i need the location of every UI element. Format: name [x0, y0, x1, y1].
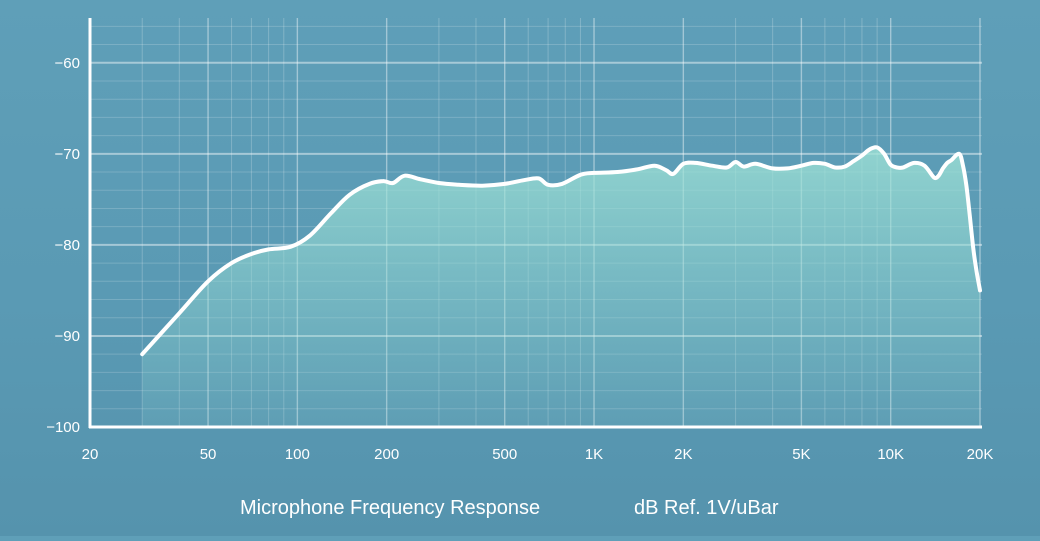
chart-caption: Microphone Frequency Response: [240, 497, 540, 519]
y-tick-labels: −60 −70 −80 −90 −100: [46, 55, 80, 436]
y-tick-label: −60: [55, 55, 80, 72]
x-tick-label: 50: [200, 446, 217, 463]
y-tick-label: −100: [46, 419, 80, 436]
x-tick-label: 100: [285, 446, 310, 463]
y-tick-label: −70: [55, 146, 80, 163]
y-tick-label: −90: [55, 328, 80, 345]
x-tick-label: 5K: [792, 446, 810, 463]
response-line-group: [140, 145, 982, 357]
units-label: dB Ref. 1V/uBar: [634, 497, 779, 519]
response-line: [140, 145, 982, 357]
x-tick-label: 10K: [877, 446, 904, 463]
area-fill-group: [142, 147, 980, 427]
x-tick-label: 2K: [674, 446, 692, 463]
y-tick-label: −80: [55, 237, 80, 254]
x-tick-label: 20K: [967, 446, 994, 463]
x-tick-label: 1K: [585, 446, 603, 463]
x-tick-label: 20: [82, 446, 99, 463]
x-tick-label: 200: [374, 446, 399, 463]
response-area: [142, 147, 980, 427]
x-tick-labels: 20 50 100 200 500 1K 2K 5K 10K 20K: [82, 446, 994, 463]
x-tick-label: 500: [492, 446, 517, 463]
axes: [88, 18, 982, 429]
